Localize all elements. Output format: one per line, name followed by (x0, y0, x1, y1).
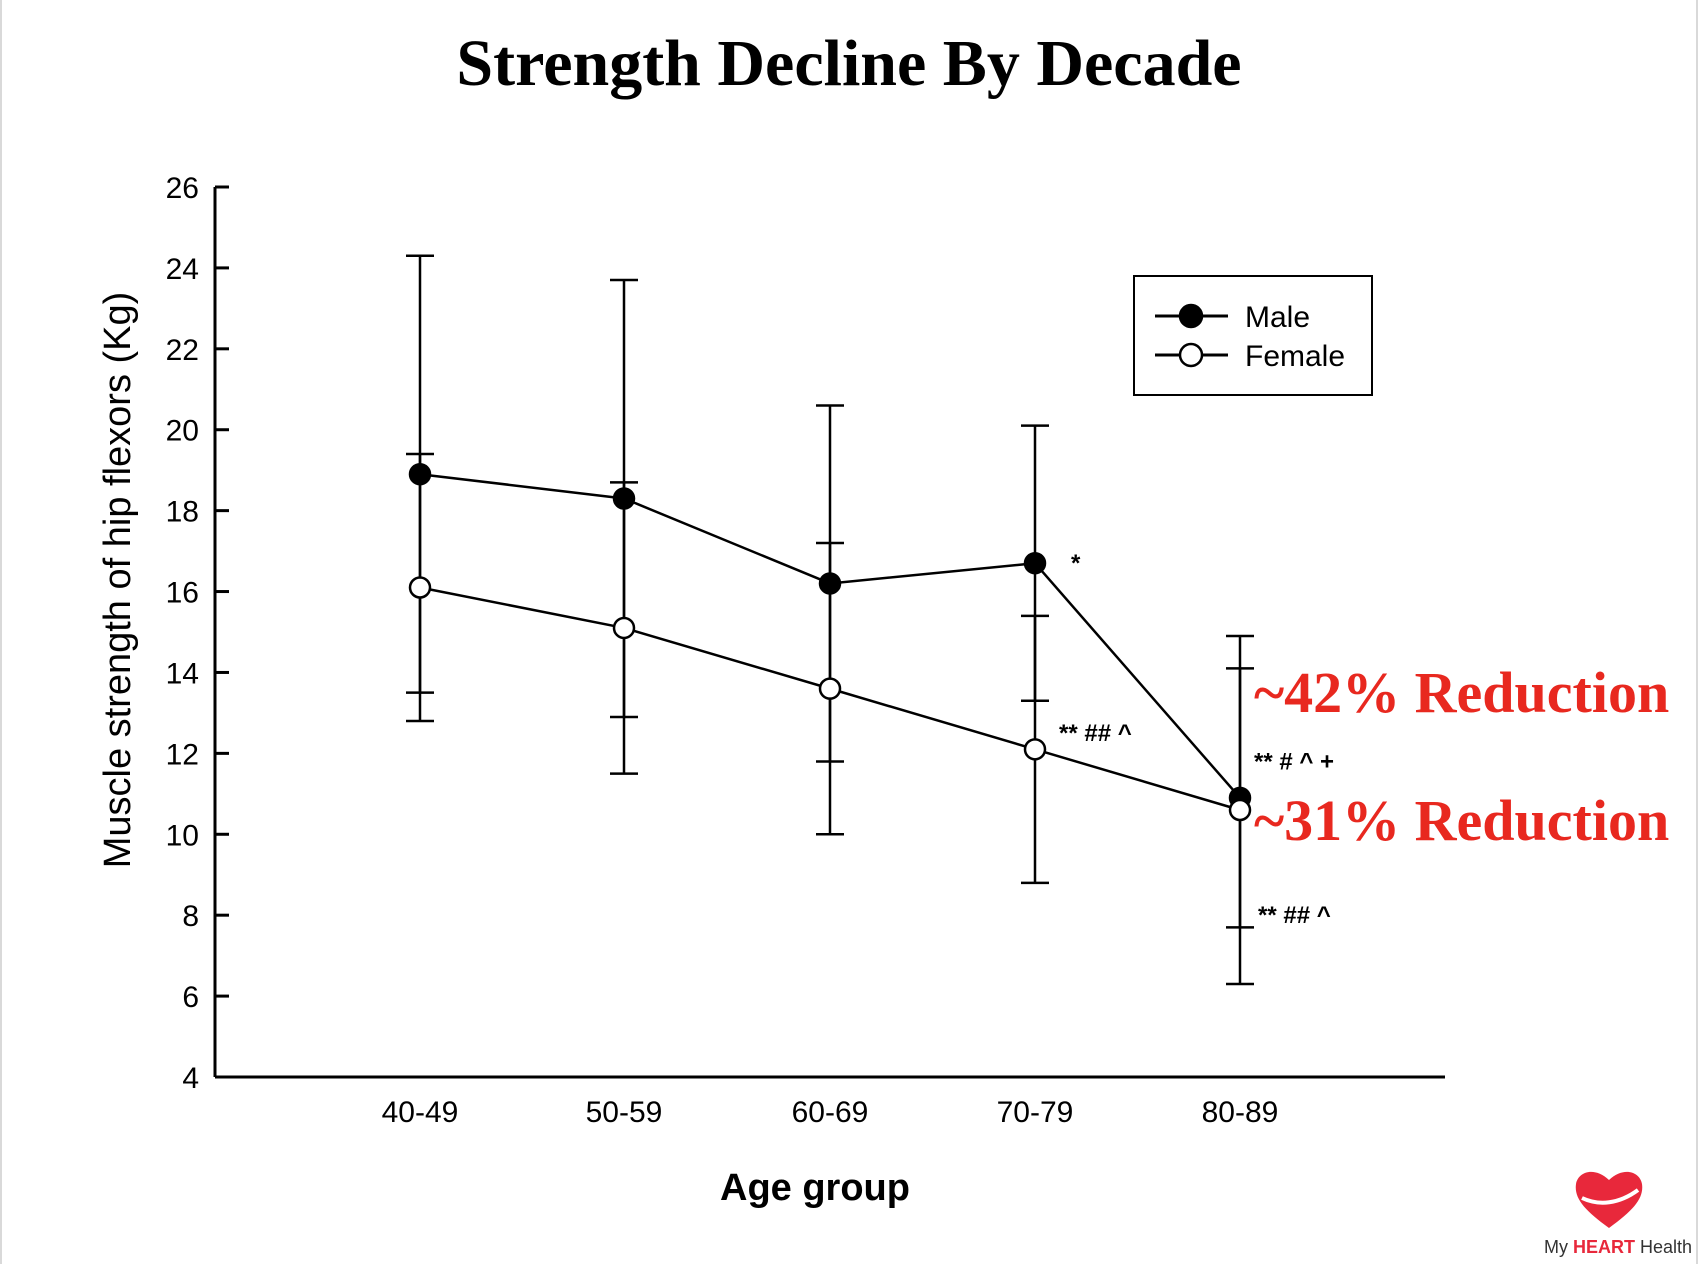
legend-female-label: Female (1245, 340, 1345, 373)
female-point-40-49 (408, 576, 432, 599)
annotation-0: * (1071, 550, 1081, 577)
annotation-2: ** # ^ + (1254, 748, 1334, 775)
logo-highlight: HEART (1572, 1237, 1635, 1257)
logo-prefix: My (1543, 1237, 1573, 1257)
logo-text: My HEART Health (1532, 1237, 1692, 1258)
x-tick-label-50-59: 50-59 (586, 1096, 663, 1129)
y-tick-label-18: 18 (166, 496, 199, 529)
y-tick-label-8: 8 (182, 900, 199, 933)
y-tick-label-20: 20 (166, 415, 199, 448)
male-point-60-69 (818, 572, 842, 595)
heart-icon (1575, 1171, 1643, 1228)
x-tick-label-70-79: 70-79 (997, 1096, 1074, 1129)
x-axis-label: Age group (720, 1167, 910, 1209)
female-point-70-79 (1023, 738, 1047, 761)
x-tick-label-80-89: 80-89 (1202, 1096, 1279, 1129)
female-point-80-89 (1228, 798, 1252, 822)
female-point-60-69 (818, 677, 842, 700)
y-tick-label-16: 16 (166, 577, 199, 610)
y-tick-label-14: 14 (166, 657, 199, 690)
legend-female-marker (1178, 342, 1204, 368)
male-point-50-59 (612, 487, 636, 510)
y-axis-ticks: 4 6 8 10 12 14 16 18 20 22 24 26 (166, 172, 229, 1095)
female-point-50-59 (612, 616, 636, 640)
x-axis-ticks: 40-49 50-59 60-69 70-79 80-89 (382, 1096, 1279, 1129)
y-tick-label-22: 22 (166, 334, 199, 367)
slide-title: Strength Decline By Decade (456, 27, 1242, 100)
y-tick-label-10: 10 (166, 819, 199, 852)
callout-male-reduction: ~42% Reduction (1254, 660, 1669, 725)
chart-axes (213, 187, 1445, 1079)
legend-male-label: Male (1245, 301, 1310, 334)
significance-annotations: * ** ## ^ ** # ^ + ** ## ^ (1059, 550, 1334, 929)
x-tick-label-60-69: 60-69 (792, 1096, 869, 1129)
legend-male-marker (1178, 303, 1204, 329)
y-tick-label-26: 26 (166, 172, 199, 205)
y-tick-label-6: 6 (182, 981, 199, 1014)
annotation-1: ** ## ^ (1059, 720, 1132, 747)
male-point-40-49 (408, 462, 432, 486)
x-tick-label-40-49: 40-49 (382, 1096, 459, 1129)
y-tick-label-4: 4 (182, 1062, 199, 1095)
callout-female-reduction: ~31% Reduction (1254, 788, 1669, 853)
brand-logo: My HEART Health (1532, 1168, 1692, 1258)
y-tick-label-12: 12 (166, 738, 199, 771)
error-bars (406, 254, 1254, 986)
series-points (408, 462, 1252, 822)
y-tick-label-24: 24 (166, 253, 199, 286)
annotation-3: ** ## ^ (1258, 902, 1331, 929)
male-point-70-79 (1023, 551, 1047, 575)
chart-legend: Male Female (1133, 275, 1373, 396)
legend-box (1133, 275, 1373, 396)
logo-suffix: Health (1634, 1237, 1692, 1257)
y-axis-label: Muscle strength of hip flexors (Kg) (97, 292, 139, 869)
